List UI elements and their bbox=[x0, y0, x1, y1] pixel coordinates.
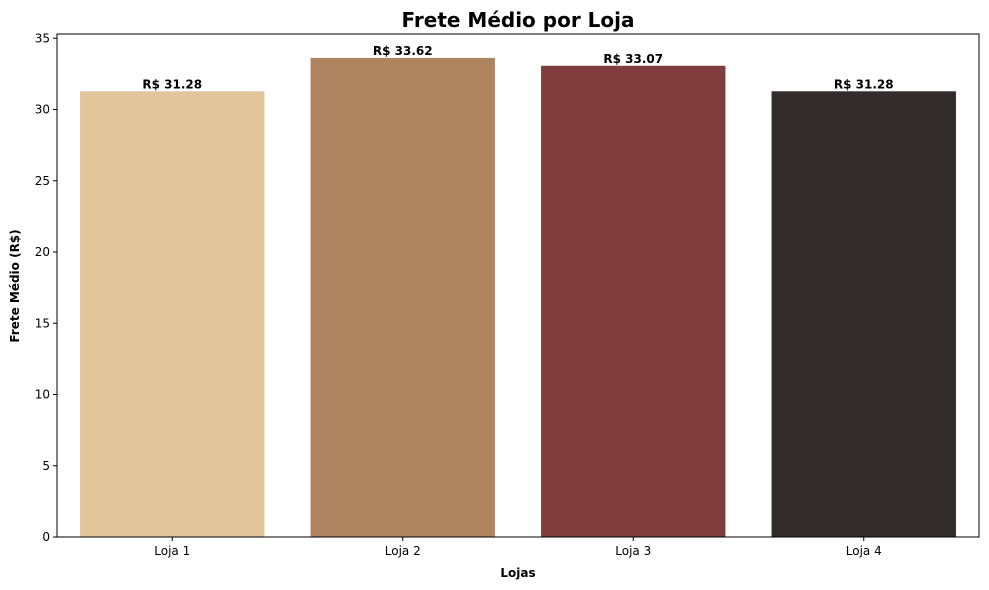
y-tick-label-2: 10 bbox=[35, 388, 50, 402]
x-tick-label-3: Loja 3 bbox=[615, 544, 651, 558]
y-tick-label-4: 20 bbox=[35, 245, 50, 259]
bar-3 bbox=[541, 65, 726, 538]
ticks-group: Loja 1 Loja 2 Loja 3 Loja 4 0 5 10 15 20 25 30 35 bbox=[35, 31, 882, 558]
data-label-2: R$ 33.62 bbox=[373, 44, 433, 58]
data-labels-group: R$ 31.28 R$ 33.62 R$ 33.07 R$ 31.28 bbox=[142, 44, 893, 91]
bar-1 bbox=[80, 91, 265, 537]
x-tick-label-2: Loja 2 bbox=[385, 544, 421, 558]
y-tick-label-6: 30 bbox=[35, 103, 50, 117]
bars-group bbox=[80, 57, 956, 538]
bar-2 bbox=[310, 57, 495, 537]
y-axis-label: Frete Médio (R$) bbox=[8, 229, 22, 342]
x-tick-label-1: Loja 1 bbox=[154, 544, 190, 558]
y-tick-label-3: 15 bbox=[35, 316, 50, 330]
data-label-1: R$ 31.28 bbox=[142, 77, 202, 91]
data-label-3: R$ 33.07 bbox=[603, 52, 663, 66]
chart-title: Frete Médio por Loja bbox=[402, 8, 635, 32]
x-axis-label: Lojas bbox=[500, 566, 535, 580]
y-tick-label-5: 25 bbox=[35, 174, 50, 188]
y-tick-label-0: 0 bbox=[42, 530, 50, 544]
bar-4 bbox=[771, 91, 956, 537]
x-tick-label-4: Loja 4 bbox=[846, 544, 882, 558]
y-tick-label-1: 5 bbox=[42, 459, 50, 473]
y-tick-label-7: 35 bbox=[35, 31, 50, 45]
data-label-4: R$ 31.28 bbox=[834, 77, 894, 91]
plot-frame bbox=[56, 33, 980, 538]
